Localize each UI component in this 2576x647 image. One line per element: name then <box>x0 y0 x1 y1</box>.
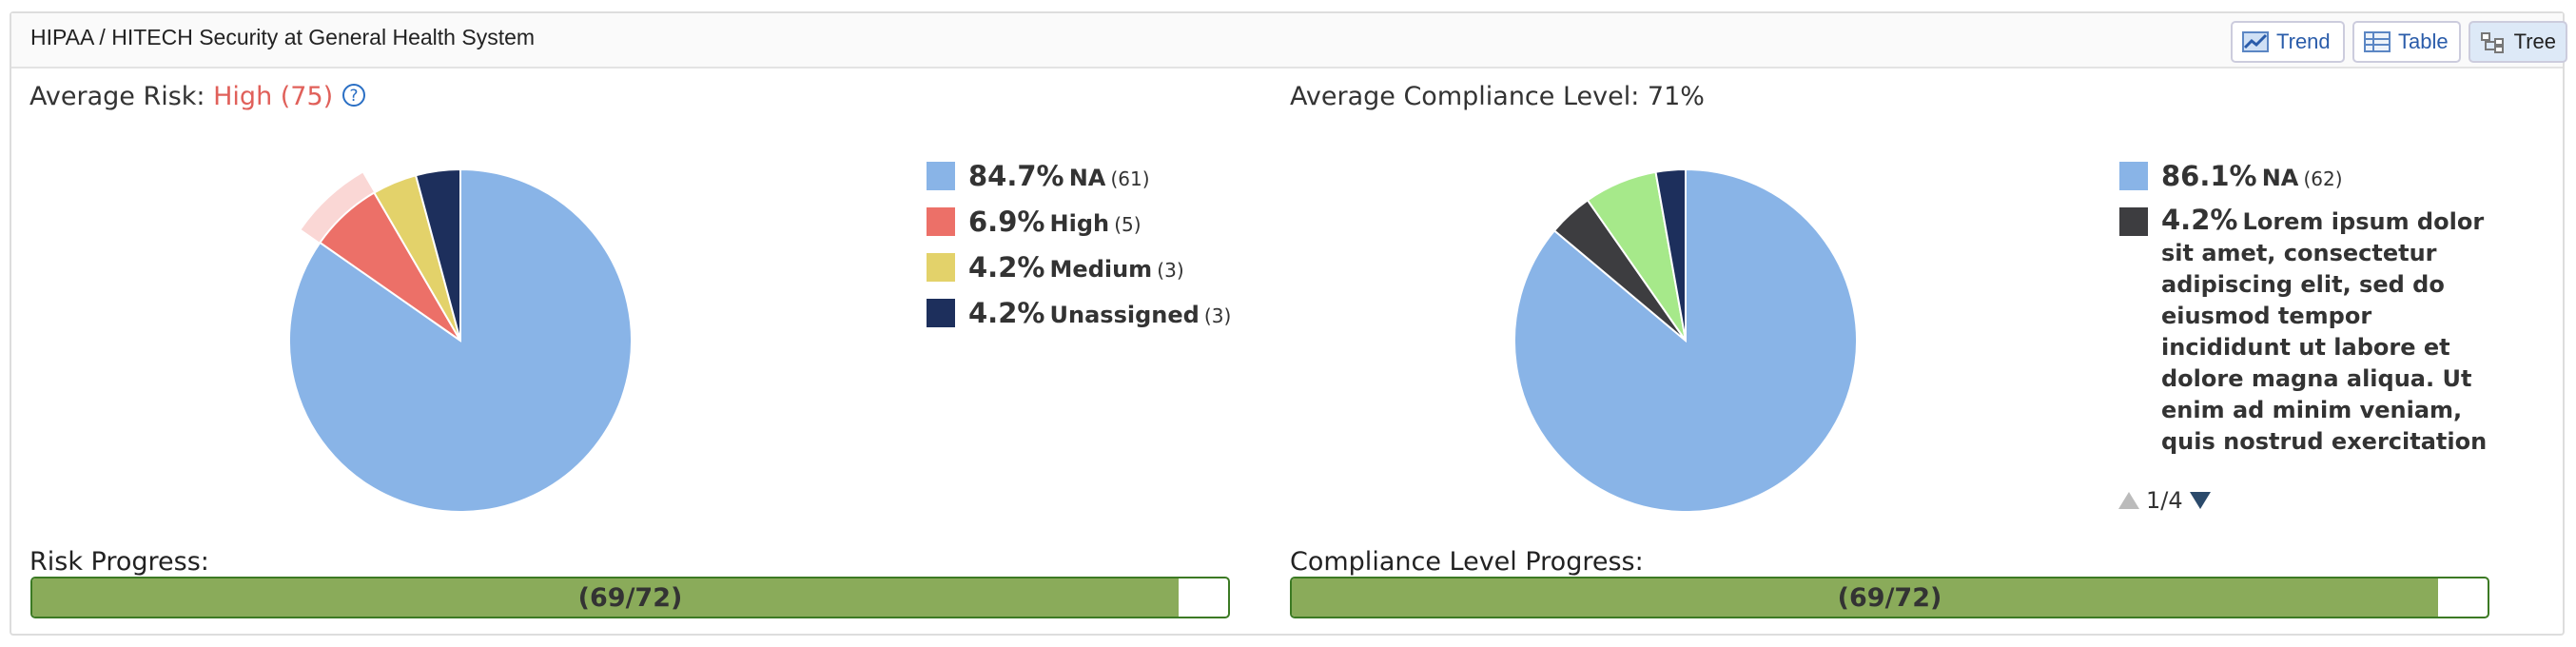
legend-percent: 4.2% <box>2161 206 2238 236</box>
button-label: Tree <box>2513 29 2556 53</box>
legend-name: Unassigned <box>1049 302 1200 328</box>
risk-heading-label: Average Risk: <box>29 82 205 111</box>
legend-text: 6.9% High (5) <box>968 206 1142 238</box>
progress-bar: (69/72) <box>30 577 1230 618</box>
legend-count: (3) <box>1203 304 1232 327</box>
legend-name: NA <box>2261 165 2299 191</box>
legend-item: 6.9% High (5) <box>927 206 1142 238</box>
help-icon-mark: ? <box>349 87 358 106</box>
legend-name: NA <box>1068 165 1106 191</box>
legend-count: (5) <box>1114 213 1142 236</box>
progress-label: Compliance Level Progress: <box>1290 547 1644 577</box>
legend-text: 4.2% Lorem ipsum dolor sit amet, consect… <box>2161 206 2496 461</box>
progress-text: (69/72) <box>1837 582 1942 613</box>
legend-item: 4.2% Unassigned (3) <box>927 297 1231 329</box>
trend-button[interactable]: Trend <box>2231 21 2345 63</box>
pager-up[interactable] <box>2117 490 2140 511</box>
button-label: Table <box>2398 29 2449 53</box>
legend-text: 4.2% Unassigned (3) <box>968 297 1231 329</box>
legend-swatch <box>2119 162 2148 190</box>
table-button[interactable]: Table <box>2352 21 2461 63</box>
tree-icon <box>2481 32 2504 53</box>
progress-bar: (69/72) <box>1290 577 2489 618</box>
legend-item: 4.2% Medium (3) <box>927 251 1184 284</box>
legend-percent: 6.9% <box>968 206 1045 238</box>
progress-label: Risk Progress: <box>29 547 209 577</box>
pie-slice <box>1654 167 1687 342</box>
legend-pager: 1/4 <box>2117 487 2212 514</box>
compliance-heading: Average Compliance Level: 71% <box>1290 82 1705 111</box>
widget-panel: HIPAA / HITECH Security at General Healt… <box>10 11 2567 636</box>
pager-text: 1/4 <box>2146 487 2183 514</box>
legend-swatch <box>2119 207 2148 236</box>
pager-down[interactable] <box>2189 490 2212 511</box>
legend-name: High <box>1049 210 1110 237</box>
legend-swatch <box>927 207 955 236</box>
legend-name: Lorem ipsum dolor sit amet, consectetur … <box>2161 208 2488 461</box>
table-icon <box>2364 31 2391 52</box>
legend-item: 86.1% NA (62) <box>2119 160 2343 192</box>
button-label: Trend <box>2276 29 2331 53</box>
legend-count: (62) <box>2303 167 2343 190</box>
legend-swatch <box>927 253 955 282</box>
legend-count: (61) <box>1110 167 1150 190</box>
progress-fill <box>1292 578 2438 617</box>
legend-count: (3) <box>1157 259 1184 282</box>
progress-text: (69/72) <box>577 582 683 613</box>
legend-percent: 4.2% <box>968 251 1045 284</box>
legend-text: 84.7% NA (61) <box>968 160 1150 192</box>
risk-heading-value: High (75) <box>213 82 334 111</box>
legend-text: 4.2% Medium (3) <box>968 251 1184 284</box>
legend-name: Medium <box>1049 256 1153 283</box>
legend-swatch <box>927 162 955 190</box>
tree-button[interactable]: Tree <box>2469 21 2567 63</box>
legend-item: 84.7% NA (61) <box>927 160 1150 192</box>
risk-heading: Average Risk: High (75) ? <box>29 82 366 111</box>
pie-slice <box>414 167 461 342</box>
legend-percent: 84.7% <box>968 160 1064 192</box>
help-icon[interactable]: ? <box>342 83 366 108</box>
legend-text: 86.1% NA (62) <box>2161 160 2343 192</box>
legend-percent: 86.1% <box>2161 160 2257 192</box>
progress-fill <box>32 578 1179 617</box>
slice-halo <box>301 172 375 243</box>
legend-percent: 4.2% <box>968 297 1045 329</box>
widget-title: HIPAA / HITECH Security at General Healt… <box>30 25 536 49</box>
legend-item: 4.2% Lorem ipsum dolor sit amet, consect… <box>2119 206 2496 461</box>
legend-swatch <box>927 299 955 327</box>
widget-header: HIPAA / HITECH Security at General Healt… <box>11 13 2567 69</box>
trend-icon <box>2242 31 2269 52</box>
